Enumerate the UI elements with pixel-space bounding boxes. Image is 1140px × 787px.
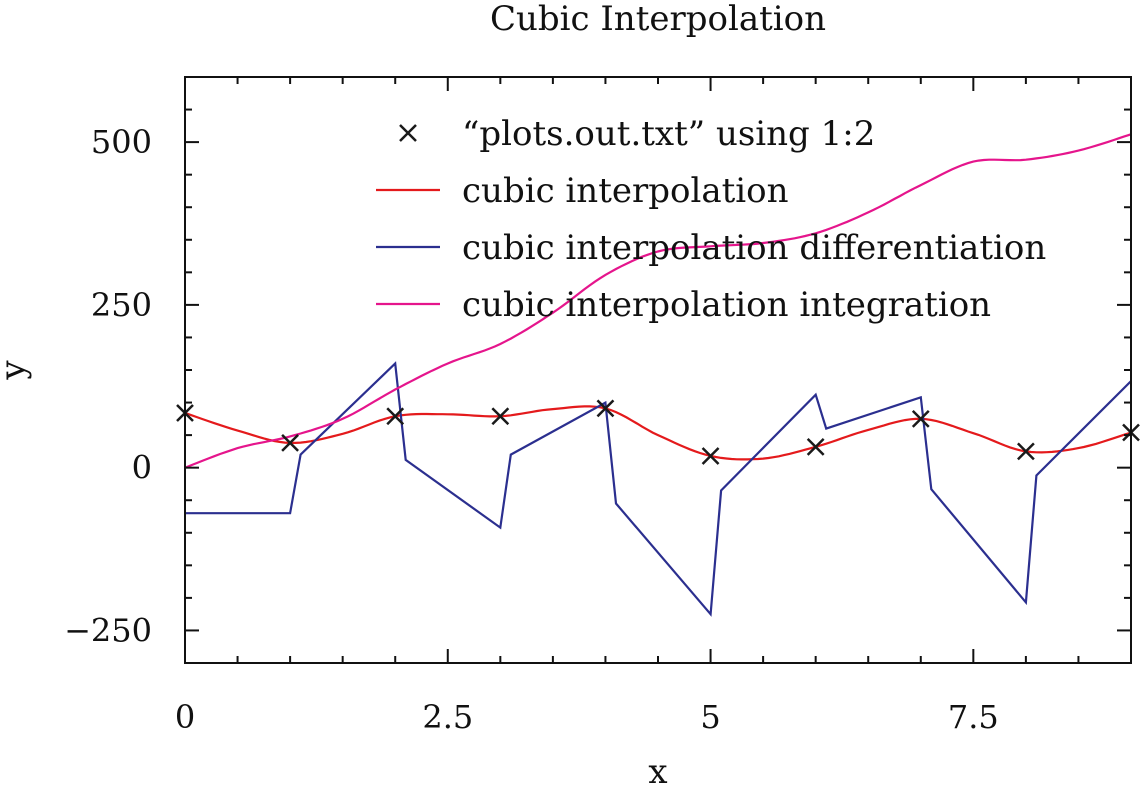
y-tick-label: −250	[64, 611, 152, 649]
data-point-marker	[806, 437, 825, 456]
y-tick-label: 0	[132, 449, 152, 487]
series-line-cubic-interpolation	[184, 405, 1132, 461]
legend-label-cubic-interpolation-integration: cubic interpolation integration	[462, 285, 991, 325]
data-point-marker	[596, 399, 615, 418]
chart-title: Cubic Interpolation	[490, 0, 826, 39]
x-tick-label: 7.5	[948, 698, 999, 736]
legend-label-cubic-interpolation: cubic interpolation	[462, 171, 789, 211]
data-point-marker	[701, 447, 720, 465]
series-line-cubic-interpolation-integration	[184, 133, 1132, 469]
x-tick-label: 2.5	[422, 698, 473, 736]
legend-label-cubic-interpolation-differentiation: cubic interpolation differentiation	[462, 228, 1046, 268]
plot-frame	[184, 76, 1132, 664]
ticks-layer: 0 2.5 5 7.5 −250 0 250 500	[64, 76, 1132, 736]
legend: “plots.out.txt” using 1:2 cubic interpola…	[376, 114, 1046, 325]
legend-marker-plots-out-txt-using-1-2	[399, 124, 417, 142]
series-line-cubic-interpolation-differentiation	[185, 361, 1132, 617]
y-tick-label: 500	[91, 123, 152, 161]
series-points-plots-out-txt-using-1-2	[176, 399, 1140, 465]
data-point-marker	[281, 434, 299, 452]
x-axis-label: x	[648, 752, 667, 787]
y-axis-label: y	[0, 360, 33, 381]
y-tick-label: 250	[91, 286, 152, 324]
x-tick-label: 5	[700, 698, 720, 736]
data-point-marker	[491, 407, 510, 426]
data-point-marker	[911, 409, 930, 428]
data-point-marker	[386, 407, 405, 426]
x-tick-label: 0	[175, 698, 195, 736]
data-point-marker	[1017, 442, 1035, 461]
legend-label-plots-out-txt-using-1-2: “plots.out.txt” using 1:2	[462, 114, 875, 154]
series-layer	[176, 133, 1140, 617]
